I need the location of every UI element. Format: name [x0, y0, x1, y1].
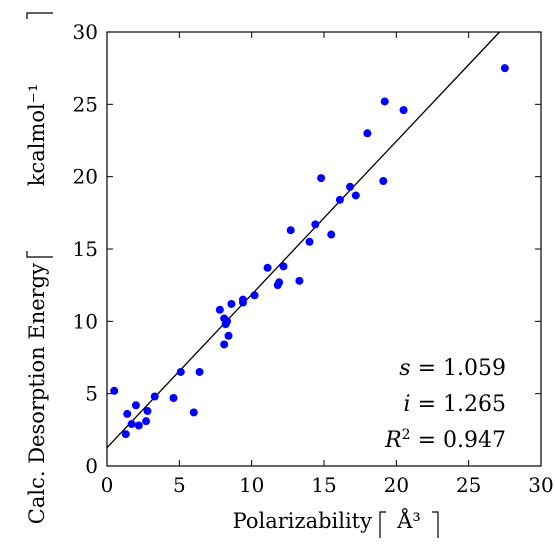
- data-point: [227, 299, 236, 308]
- y-axis-unit: kcalmol⁻¹: [25, 84, 49, 187]
- data-point: [169, 394, 178, 403]
- x-axis-unit: Å³: [396, 508, 421, 533]
- fit-line: [106, 31, 501, 449]
- data-point: [500, 64, 509, 73]
- data-point: [380, 97, 389, 106]
- data-point: [399, 106, 408, 115]
- data-point: [176, 367, 185, 376]
- x-tick-label: 20: [384, 473, 409, 497]
- y-tick-label: 10: [73, 309, 98, 333]
- data-point: [275, 278, 284, 287]
- data-point: [286, 226, 295, 235]
- data-point: [142, 417, 151, 426]
- data-point: [123, 409, 132, 418]
- x-axis-title: Polarizability: [233, 509, 373, 533]
- data-point: [121, 430, 130, 439]
- data-point: [311, 220, 320, 229]
- x-axis-label: Polarizability Å³: [233, 508, 439, 538]
- y-axis-title: Calc. Desorption Energy: [25, 263, 49, 524]
- y-unit-bracket-right: [26, 12, 53, 19]
- x-tick-label: 0: [101, 473, 114, 497]
- data-point: [224, 331, 233, 340]
- x-tick-label: 30: [528, 473, 553, 497]
- data-point: [317, 174, 326, 183]
- data-point: [351, 191, 360, 200]
- stats-box: s = 1.059 i = 1.265 R2 = 0.947: [384, 356, 506, 453]
- stat-intercept: i = 1.265: [404, 392, 506, 417]
- data-point: [143, 407, 152, 416]
- fit-line-layer: [106, 31, 501, 449]
- y-tick-label: 15: [73, 237, 98, 261]
- ticks-layer: 0 5 10 15 20 25 30 0 5 10 15 20 25 30: [73, 20, 554, 497]
- stat-slope: s = 1.059: [399, 356, 506, 381]
- x-tick-label: 10: [239, 473, 264, 497]
- data-point: [295, 276, 304, 285]
- data-point: [238, 298, 247, 307]
- x-tick-label: 25: [456, 473, 481, 497]
- stat-r-squared: R2 = 0.947: [384, 427, 506, 453]
- data-point: [131, 401, 140, 410]
- x-unit-bracket-left: [379, 511, 386, 538]
- data-point: [189, 408, 198, 417]
- data-point: [346, 182, 355, 191]
- x-tick-label: 5: [173, 473, 186, 497]
- data-point: [134, 421, 143, 430]
- y-axis-label: Calc. Desorption Energy kcalmol⁻¹: [25, 12, 53, 524]
- x-tick-label: 15: [311, 473, 336, 497]
- data-point: [150, 392, 159, 401]
- data-point: [250, 291, 259, 300]
- data-point: [335, 195, 344, 204]
- y-unit-bracket-left: [26, 251, 53, 258]
- data-point: [263, 263, 272, 272]
- data-point: [127, 420, 136, 429]
- data-point: [220, 340, 229, 349]
- data-point: [110, 386, 119, 395]
- data-point: [279, 262, 288, 271]
- data-point: [223, 317, 232, 326]
- data-point: [363, 129, 372, 138]
- data-point: [195, 367, 204, 376]
- data-point: [305, 237, 314, 246]
- y-tick-label: 20: [73, 165, 98, 189]
- y-tick-label: 30: [73, 20, 98, 44]
- y-tick-label: 5: [85, 382, 98, 406]
- y-tick-label: 25: [73, 92, 98, 116]
- data-point: [327, 230, 336, 239]
- data-point: [379, 177, 388, 186]
- data-point: [215, 305, 224, 314]
- data-points-layer: [110, 64, 509, 439]
- y-tick-label: 0: [85, 454, 98, 478]
- x-unit-bracket-right: [432, 511, 439, 538]
